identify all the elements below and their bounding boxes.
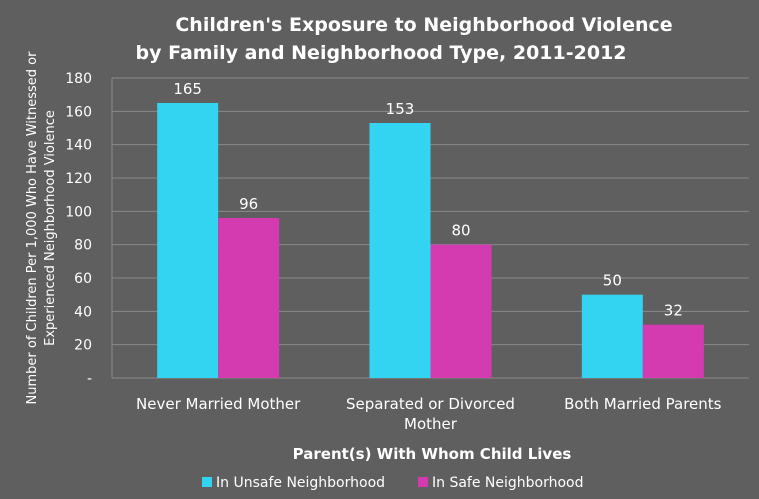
- y-axis-ticks: - 20 40 60 80 100 120 140 160 180: [65, 71, 92, 387]
- bar: [581, 294, 643, 378]
- data-label: 165: [173, 80, 202, 98]
- bar: [430, 244, 492, 378]
- y-axis-label-line2: Experienced Neighborhood Violence: [43, 110, 58, 346]
- y-tick-label: 180: [65, 71, 92, 87]
- data-label: 32: [664, 302, 683, 320]
- bar: [157, 103, 219, 378]
- y-tick-label: 120: [65, 171, 92, 187]
- data-label: 80: [451, 222, 470, 240]
- legend-label: In Safe Neighborhood: [432, 475, 584, 491]
- legend-swatch: [418, 477, 428, 487]
- legend: In Unsafe Neighborhood In Safe Neighborho…: [202, 475, 584, 491]
- bar: [642, 324, 704, 378]
- chart-title-line2: by Family and Neighborhood Type, 2011-20…: [135, 42, 626, 64]
- y-tick-label: -: [87, 371, 92, 387]
- y-tick-label: 60: [74, 271, 92, 287]
- bar: [218, 218, 280, 378]
- category-label: Separated or Divorced: [346, 395, 515, 413]
- category-label-line2: Mother: [404, 415, 458, 433]
- legend-swatch: [202, 477, 212, 487]
- y-tick-label: 20: [74, 338, 92, 354]
- data-label: 50: [603, 272, 622, 290]
- y-tick-label: 80: [74, 238, 92, 254]
- y-tick-label: 100: [65, 204, 92, 220]
- bar: [369, 123, 431, 378]
- y-tick-label: 140: [65, 138, 92, 154]
- category-label: Both Married Parents: [564, 395, 722, 413]
- category-label: Never Married Mother: [136, 395, 301, 413]
- x-axis-label: Parent(s) With Whom Child Lives: [293, 445, 572, 463]
- y-tick-label: 40: [74, 304, 92, 320]
- legend-label: In Unsafe Neighborhood: [216, 475, 385, 491]
- data-label: 96: [239, 195, 258, 213]
- chart-title-line1: Children's Exposure to Neighborhood Viol…: [175, 14, 672, 36]
- bars: 165 96 153 80 50 32: [157, 80, 704, 378]
- data-label: 153: [386, 100, 415, 118]
- y-axis-label-line1: Number of Children Per 1,000 Who Have Wi…: [25, 51, 40, 405]
- y-tick-label: 160: [65, 104, 92, 120]
- category-labels: Never Married Mother Separated or Divorce…: [136, 395, 722, 433]
- y-axis-label: Number of Children Per 1,000 Who Have Wi…: [25, 51, 58, 405]
